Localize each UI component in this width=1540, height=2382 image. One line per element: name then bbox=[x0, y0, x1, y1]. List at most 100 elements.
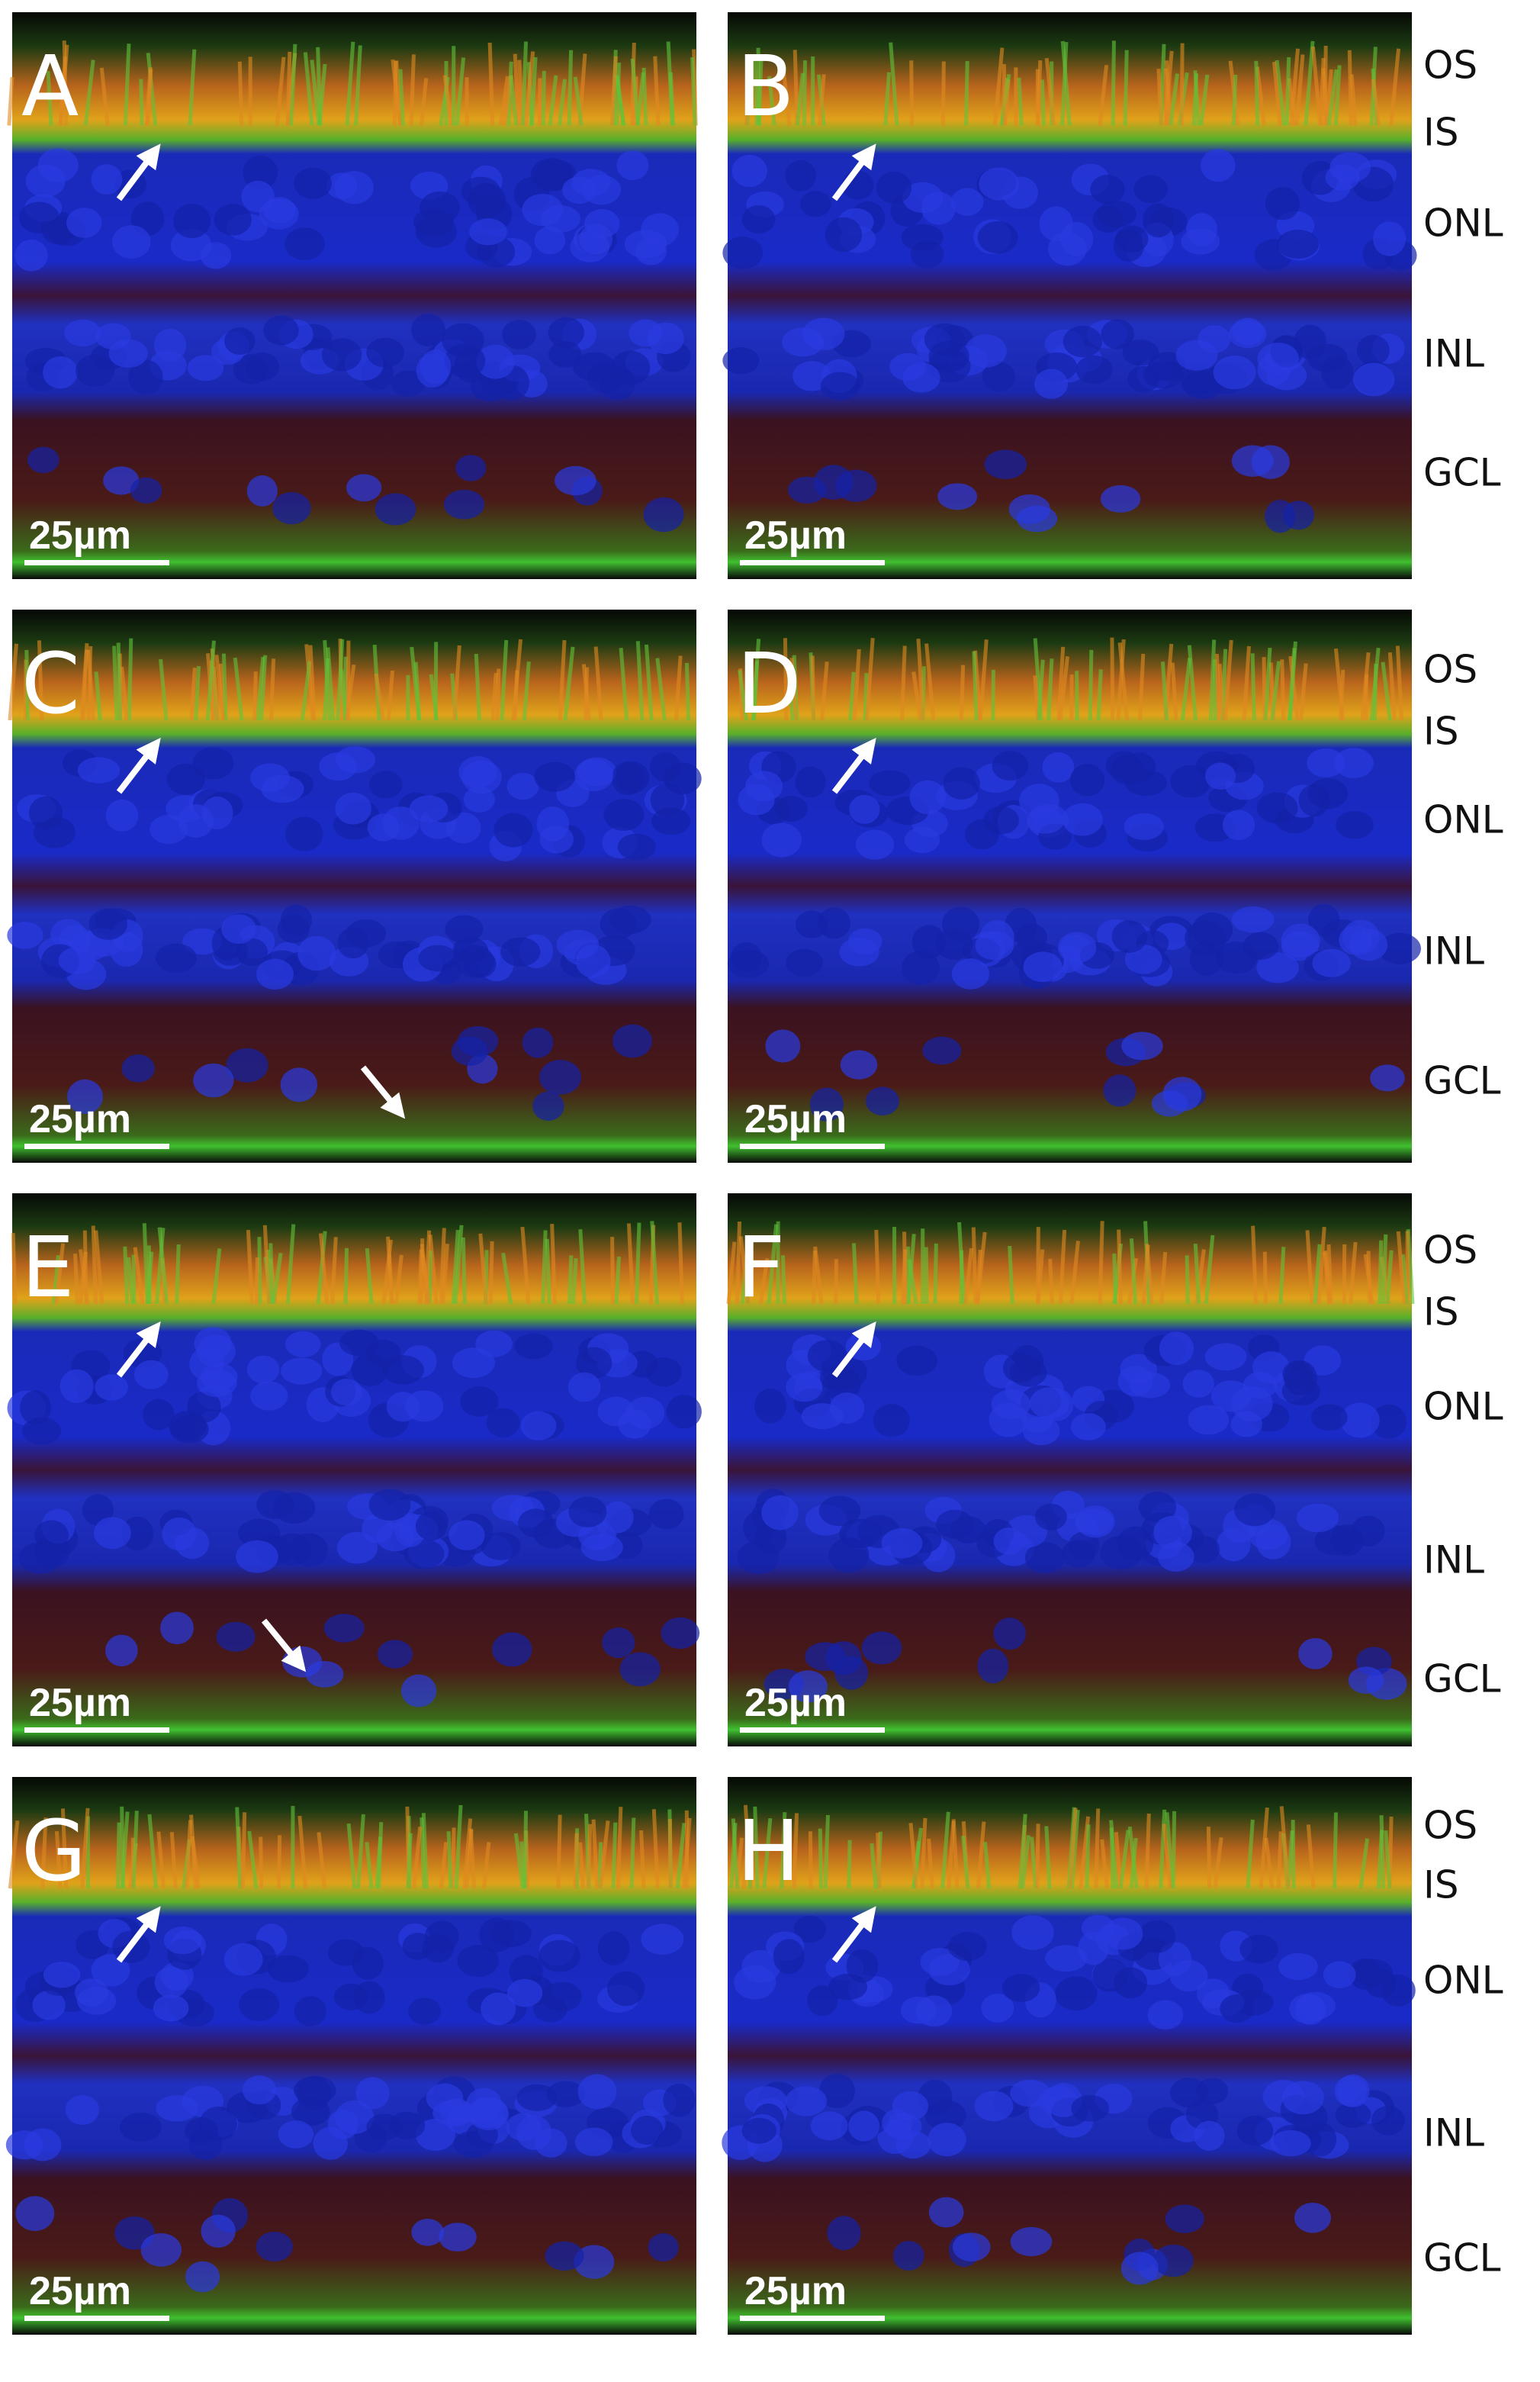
photoreceptor bbox=[615, 63, 622, 126]
photoreceptor bbox=[452, 645, 461, 721]
nucleus bbox=[221, 914, 256, 945]
nucleus bbox=[422, 1933, 455, 1963]
scale-bar bbox=[24, 2316, 169, 2321]
photoreceptor bbox=[598, 1820, 610, 1889]
photoreceptor bbox=[336, 639, 345, 721]
nucleus bbox=[463, 786, 495, 813]
nucleus bbox=[545, 2241, 584, 2271]
scale-bar-label: 25µm bbox=[29, 1097, 131, 1141]
photoreceptor bbox=[812, 1251, 817, 1305]
nucleus bbox=[983, 806, 1019, 835]
arrow bbox=[116, 1321, 161, 1378]
photoreceptor bbox=[593, 646, 603, 721]
nucleus bbox=[567, 1372, 601, 1402]
photoreceptor bbox=[147, 1814, 159, 1889]
photoreceptor bbox=[629, 1817, 636, 1889]
photoreceptor bbox=[767, 76, 776, 126]
nucleus bbox=[246, 475, 278, 507]
nucleus bbox=[439, 2098, 473, 2126]
nucleus bbox=[330, 1379, 362, 1406]
photoreceptor bbox=[235, 1807, 243, 1889]
photoreceptor bbox=[751, 661, 760, 721]
nucleus bbox=[568, 1496, 607, 1527]
photoreceptor bbox=[429, 674, 439, 721]
nucleus bbox=[1039, 206, 1073, 242]
photoreceptor bbox=[641, 67, 648, 126]
nucleus bbox=[1092, 1959, 1128, 1992]
nucleus bbox=[1204, 1343, 1247, 1371]
nucleus bbox=[1055, 1976, 1098, 2011]
photoreceptor bbox=[247, 1830, 259, 1889]
nucleus bbox=[492, 1632, 532, 1667]
nucleus bbox=[801, 1403, 844, 1430]
nucleus bbox=[1325, 164, 1360, 191]
nucleus bbox=[88, 908, 127, 940]
nucleus bbox=[793, 1915, 826, 1943]
nucleus bbox=[570, 231, 610, 262]
nucleus bbox=[1220, 1994, 1255, 2023]
nucleus bbox=[761, 1495, 799, 1531]
photoreceptor bbox=[319, 1233, 330, 1305]
nucleus bbox=[305, 1660, 344, 1688]
photoreceptor bbox=[1144, 1813, 1151, 1889]
photoreceptor bbox=[976, 1821, 986, 1889]
nucleus bbox=[1222, 810, 1255, 841]
nucleus bbox=[1323, 1961, 1356, 1989]
nucleus bbox=[294, 1996, 326, 2026]
nucleus bbox=[520, 1411, 557, 1440]
nucleus bbox=[641, 1923, 684, 1955]
nucleus bbox=[1236, 2115, 1274, 2146]
nucleus bbox=[786, 1373, 823, 1402]
scale-bar bbox=[740, 560, 885, 565]
nucleus bbox=[1127, 365, 1159, 393]
nucleus bbox=[368, 1489, 411, 1521]
photoreceptor bbox=[1046, 658, 1054, 721]
nucleus bbox=[602, 1501, 634, 1534]
photoreceptor bbox=[1251, 1225, 1259, 1305]
panel: C 25µm bbox=[7, 610, 702, 1163]
nucleus bbox=[321, 338, 362, 372]
photoreceptor bbox=[24, 649, 31, 721]
layer-label: INL bbox=[1423, 2111, 1484, 2155]
nucleus bbox=[981, 1993, 1014, 2023]
nucleus bbox=[1289, 1994, 1326, 2024]
nucleus bbox=[238, 1988, 279, 2021]
photoreceptor bbox=[924, 643, 936, 721]
nucleus bbox=[375, 493, 416, 526]
photoreceptor bbox=[584, 667, 590, 721]
photoreceptor bbox=[1162, 1824, 1173, 1889]
nucleus bbox=[59, 1369, 94, 1403]
photoreceptor bbox=[450, 1827, 456, 1889]
nucleus bbox=[415, 216, 458, 248]
photoreceptor bbox=[573, 1833, 579, 1889]
photoreceptor bbox=[37, 640, 44, 721]
nucleus bbox=[197, 1370, 237, 1397]
nucleus bbox=[1100, 1535, 1143, 1569]
photoreceptor bbox=[354, 45, 362, 126]
photoreceptor bbox=[1349, 1241, 1358, 1305]
photoreceptor bbox=[1170, 662, 1178, 721]
photoreceptor bbox=[1123, 50, 1129, 126]
nucleus bbox=[156, 2094, 198, 2122]
nucleus bbox=[1138, 1491, 1177, 1524]
nucleus bbox=[28, 796, 63, 830]
photoreceptor bbox=[1275, 60, 1287, 126]
nucleus bbox=[502, 320, 536, 350]
photoreceptor bbox=[1349, 74, 1358, 126]
arrow bbox=[116, 1906, 161, 1963]
nucleus bbox=[1115, 225, 1149, 253]
photoreceptor bbox=[1358, 1838, 1370, 1889]
photoreceptor bbox=[8, 643, 18, 721]
nucleus bbox=[1165, 2204, 1204, 2233]
photoreceptor bbox=[789, 657, 798, 721]
photoreceptor bbox=[899, 645, 907, 721]
photoreceptor bbox=[961, 1835, 970, 1889]
nucleus bbox=[103, 466, 140, 495]
nucleus bbox=[984, 449, 1027, 479]
nucleus bbox=[1351, 1515, 1385, 1547]
photoreceptor bbox=[214, 655, 225, 721]
nucleus bbox=[1308, 903, 1340, 937]
photoreceptor bbox=[1214, 654, 1221, 721]
nucleus bbox=[1124, 813, 1164, 840]
